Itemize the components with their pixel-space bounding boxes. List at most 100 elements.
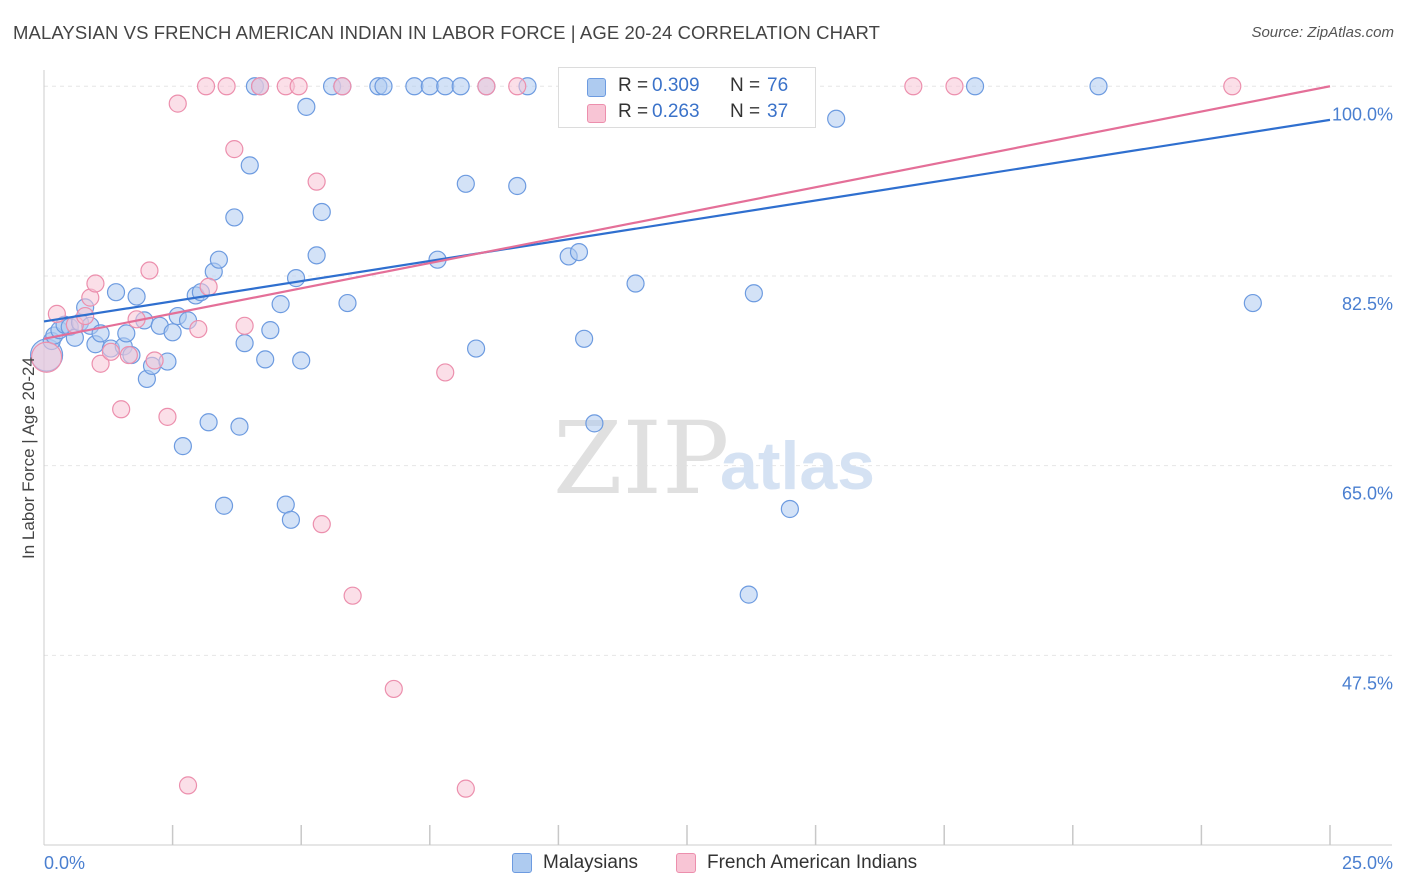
legend-n-label: N =	[730, 75, 761, 96]
malaysians-point	[585, 414, 604, 433]
malaysians-point	[276, 495, 295, 514]
malaysians-point	[297, 97, 316, 116]
malaysians-point	[261, 321, 280, 340]
malaysians-point	[230, 417, 249, 436]
correlation-legend: R = 0.309 N = 76 R = 0.263 N = 37	[558, 67, 816, 128]
french-american-indians-point	[477, 77, 496, 96]
bottom-legend-swatch-pink	[676, 853, 696, 873]
malaysians-point	[374, 77, 393, 96]
malaysians-point	[256, 350, 275, 369]
legend-swatch-blue	[587, 78, 606, 97]
malaysians-point	[209, 250, 228, 269]
french-american-indians-point	[945, 77, 964, 96]
malaysians-point	[575, 329, 594, 348]
axes	[43, 70, 1392, 846]
malaysians-point	[214, 496, 234, 515]
malaysians-point	[127, 287, 146, 306]
french-american-indians-point	[168, 94, 187, 113]
legend-n-value: 37	[767, 101, 789, 122]
malaysians-point	[117, 324, 136, 343]
malaysians-point	[271, 295, 290, 314]
y-tick-label: 47.5%	[1342, 673, 1393, 693]
french-american-indians-point	[178, 776, 198, 795]
chart-title: MALAYSIAN VS FRENCH AMERICAN INDIAN IN L…	[13, 22, 881, 43]
malaysians-point	[626, 274, 645, 293]
french-american-indians-point	[196, 77, 216, 96]
french-american-indians-point	[112, 400, 131, 419]
data-points	[29, 77, 1262, 798]
bottom-legend-label: French American Indians	[707, 852, 918, 873]
french-american-indians-point	[235, 316, 254, 335]
malaysians-point	[173, 437, 192, 456]
french-american-indians-point	[307, 172, 326, 191]
y-tick-label: 100.0%	[1332, 104, 1393, 124]
x-tick-label: 25.0%	[1342, 853, 1393, 873]
french-american-indians-point	[199, 277, 218, 296]
malaysians-point	[163, 323, 182, 342]
malaysians-point	[420, 77, 439, 96]
french-american-indians-point	[140, 261, 159, 280]
watermark-atlas: atlas	[720, 428, 875, 504]
french-american-indians-point	[333, 77, 352, 96]
french-american-indians-point	[86, 274, 105, 293]
french-american-indians-point	[1223, 77, 1242, 96]
french-american-indians-point	[250, 77, 270, 96]
french-american-indians-point	[189, 319, 208, 339]
malaysians-point	[739, 585, 758, 604]
french-american-indians-trend-line	[43, 85, 1331, 340]
french-american-indians-point	[312, 515, 331, 534]
french-american-indians-point	[91, 354, 110, 373]
malaysians-point	[451, 77, 470, 96]
legend-r-label: R =	[618, 75, 649, 96]
watermark-zip: ZIP	[553, 400, 729, 517]
malaysians-point	[106, 283, 126, 302]
malaysians-point	[780, 499, 799, 519]
french-american-indians-point	[456, 779, 475, 798]
malaysians-point	[199, 413, 218, 432]
trend-lines	[43, 85, 1331, 340]
malaysians-point	[965, 77, 985, 96]
french-american-indians-point	[384, 679, 403, 699]
malaysians-point	[744, 284, 763, 303]
x-tick-label: 0.0%	[44, 853, 85, 873]
y-tick-label: 65.0%	[1342, 484, 1393, 504]
legend-r-value: 0.263	[652, 101, 700, 122]
french-american-indians-point	[225, 140, 244, 159]
malaysians-point	[456, 174, 475, 193]
malaysians-point	[436, 77, 455, 96]
malaysians-point	[312, 202, 331, 222]
malaysians-point	[569, 242, 589, 262]
tick-labels: 100.0% 82.5% 65.0% 47.5% 0.0% 25.0%	[44, 104, 1393, 873]
malaysians-point	[281, 510, 301, 529]
malaysians-point	[1243, 293, 1262, 313]
malaysians-point	[827, 109, 846, 128]
malaysians-point	[307, 246, 326, 265]
legend-r-label: R =	[618, 101, 649, 122]
malaysians-point	[405, 77, 424, 96]
french-american-indians-point	[508, 77, 527, 96]
malaysians-trend-line	[43, 118, 1331, 323]
malaysians-point	[1089, 77, 1108, 96]
legend-r-value: 0.309	[652, 75, 700, 96]
french-american-indians-point	[145, 351, 164, 370]
malaysians-point	[235, 334, 254, 353]
malaysians-point	[286, 269, 306, 288]
legend-n-value: 76	[767, 75, 789, 96]
malaysians-point	[240, 156, 259, 175]
bottom-legend-label: Malaysians	[543, 852, 639, 873]
y-tick-label: 82.5%	[1342, 294, 1393, 314]
french-american-indians-point	[289, 77, 308, 96]
french-american-indians-point	[30, 341, 63, 373]
y-axis-label: In Labor Force | Age 20-24	[19, 357, 38, 559]
malaysians-point	[292, 351, 311, 370]
source-credit: Source: ZipAtlas.com	[1251, 24, 1394, 41]
malaysians-point	[338, 293, 357, 313]
french-american-indians-point	[217, 77, 236, 96]
french-american-indians-point	[158, 407, 177, 426]
french-american-indians-point	[436, 363, 455, 382]
bottom-legend-swatch-blue	[512, 853, 532, 873]
malaysians-point	[466, 339, 486, 358]
legend-n-label: N =	[730, 101, 761, 122]
malaysians-point	[508, 176, 527, 196]
